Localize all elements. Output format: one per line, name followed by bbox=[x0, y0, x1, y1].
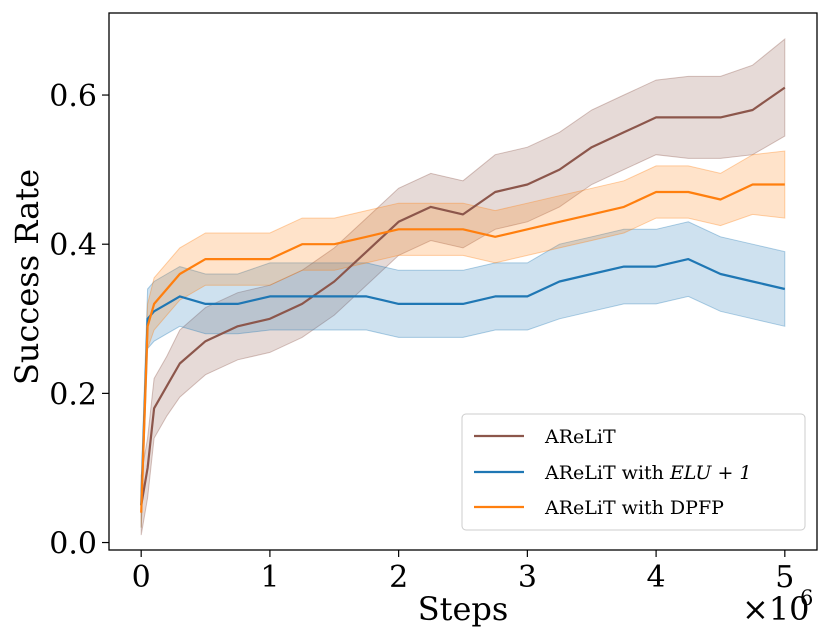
legend-label-arelit-elu-text: AReLiT with bbox=[544, 462, 670, 484]
legend: AReLiT AReLiT with ELU + 1 AReLiT with D… bbox=[461, 413, 806, 531]
x-multiplier-base: ×10 bbox=[742, 590, 810, 628]
y-tick-label: 0.0 bbox=[49, 527, 97, 562]
y-tick-label: 0.4 bbox=[49, 228, 97, 263]
x-tick-label: 1 bbox=[260, 560, 279, 595]
x-axis: 0 1 2 3 4 5 bbox=[132, 550, 794, 595]
legend-label-arelit-dpfp: AReLiT with DPFP bbox=[544, 497, 724, 519]
line-arelit bbox=[140, 86, 786, 506]
plot-frame bbox=[108, 12, 818, 551]
x-tick-label: 4 bbox=[647, 560, 666, 595]
x-tick-label: 3 bbox=[518, 560, 537, 595]
x-axis-multiplier: ×10 6 bbox=[742, 586, 813, 628]
legend-label-arelit: AReLiT bbox=[544, 426, 616, 448]
x-multiplier-exponent: 6 bbox=[800, 586, 813, 610]
band-arelit-with-elu-1 bbox=[140, 221, 786, 528]
y-axis: 0.0 0.2 0.4 0.6 bbox=[49, 79, 109, 562]
line-arelit-with-elu-1 bbox=[140, 258, 786, 506]
x-tick-label: 5 bbox=[775, 560, 794, 595]
x-tick-label: 2 bbox=[389, 560, 408, 595]
y-tick-label: 0.2 bbox=[49, 377, 97, 412]
x-tick-label: 0 bbox=[132, 560, 151, 595]
line-arelit-with-dpfp bbox=[140, 183, 785, 513]
y-axis-label: Success Rate bbox=[8, 169, 46, 385]
x-axis-label: Steps bbox=[418, 590, 509, 628]
legend-label-arelit-elu: AReLiT with ELU + 1 bbox=[544, 462, 752, 484]
series-lines bbox=[140, 86, 786, 513]
legend-label-arelit-elu-math: ELU + 1 bbox=[669, 462, 752, 484]
legend-box bbox=[461, 413, 806, 531]
band-arelit bbox=[140, 38, 786, 536]
y-tick-label: 0.6 bbox=[49, 79, 97, 114]
